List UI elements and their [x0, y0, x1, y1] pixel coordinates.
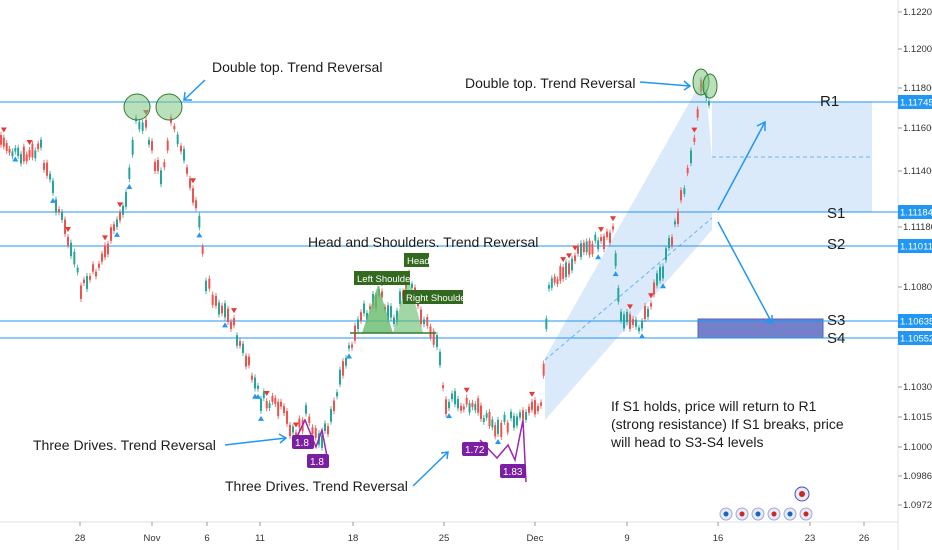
time-tick: 25: [439, 533, 450, 544]
three-drives-zigzag-2: [479, 419, 527, 483]
rising-channel: [545, 75, 712, 420]
three-drives-zigzag-1: [292, 418, 329, 463]
price-tag-text: 1.11184: [900, 208, 932, 219]
drive-tag-b2: [500, 464, 526, 478]
time-tick: 23: [805, 533, 816, 544]
price-tick: 1.11400: [903, 166, 932, 177]
level-label-r1: R1: [820, 93, 839, 110]
price-tick: 1.10000: [903, 442, 932, 453]
time-tick: 16: [713, 533, 724, 544]
right-shoulder-tag: [403, 290, 463, 304]
double-top-circle-1: [123, 93, 151, 121]
double-top-circle-4: [702, 73, 718, 99]
time-tick: 9: [624, 533, 629, 544]
level-label-s4: S4: [827, 330, 845, 347]
price-tick: 1.11600: [903, 123, 932, 134]
drive-text-b1: 1.72: [465, 445, 485, 456]
price-tag-text: 1.11011: [900, 242, 932, 253]
time-tick: 26: [859, 533, 870, 544]
note-line-1: If S1 holds, price will return to R1: [611, 398, 817, 414]
drive-text-b2: 1.83: [503, 467, 523, 478]
price-tag-text: 1.10552: [900, 334, 932, 345]
right-shoulder-text: Right Shoulder: [406, 293, 469, 304]
price-tick: 1.10150: [903, 412, 932, 423]
channel-midline: [544, 217, 713, 361]
note-line-3: will head to S3-S4 levels: [610, 434, 764, 450]
price-tick: 1.09860: [903, 471, 932, 482]
price-tag: [898, 95, 932, 109]
drive-tag-a1: [292, 435, 314, 449]
price-tick: 1.09720: [903, 500, 932, 511]
drive-tag-b1: [462, 442, 488, 456]
s3-s4-zone: [697, 318, 824, 339]
head-text: Head: [407, 256, 430, 267]
price-tag-text: 1.10635: [900, 317, 932, 328]
price-tick: 1.12000: [903, 44, 932, 55]
time-tick: Nov: [144, 533, 161, 544]
price-tag: [898, 331, 932, 345]
head-triangle: [393, 276, 423, 333]
price-tag: [898, 239, 932, 253]
drive-text-a2: 1.8: [310, 457, 324, 468]
candles: [0, 76, 710, 451]
double-top-label-1: Double top. Trend Reversal: [212, 59, 382, 75]
left-shoulder-triangle: [362, 285, 393, 333]
time-tick: 28: [75, 533, 86, 544]
three-drives-label-1: Three Drives. Trend Reversal: [33, 437, 216, 453]
price-tag: [898, 205, 932, 219]
economic-events: [719, 486, 813, 521]
price-tick: 1.10300: [903, 382, 932, 393]
three-drives-label-2: Three Drives. Trend Reversal: [225, 478, 408, 494]
double-top-label-2: Double top. Trend Reversal: [465, 75, 635, 91]
head-shoulders-label: Head and Shoulders. Trend Reversal: [308, 234, 538, 250]
price-tick: 1.12200: [903, 7, 932, 18]
price-tick: 1.11800: [903, 83, 932, 94]
time-axis: 28 Nov 6 11 18 25 Dec 9 16 23 26: [75, 522, 870, 544]
price-tag: [898, 314, 932, 328]
levels: [0, 101, 898, 339]
price-tick: 1.11180: [903, 222, 932, 233]
price-tag-text: 1.11745: [900, 98, 932, 109]
level-label-s1: S1: [827, 205, 845, 222]
drive-text-a1: 1.8: [295, 438, 309, 449]
price-axis: 1.12200 1.12000 1.11800 1.11600 1.11400 1.111…: [898, 7, 932, 511]
drive-tag-a2: [307, 454, 329, 468]
price-tick: 1.10800: [903, 282, 932, 293]
note-line-2: (strong resistance) If S1 breaks, price: [611, 416, 844, 432]
annotation-arrows: [183, 79, 773, 487]
left-shoulder-tag: [354, 271, 410, 285]
level-label-s3: S3: [827, 312, 845, 329]
level-label-s2: S2: [827, 236, 845, 253]
time-tick: 6: [204, 533, 209, 544]
double-top-circle-2: [155, 93, 183, 121]
left-shoulder-text: Left Shoulder: [357, 274, 414, 285]
time-tick: Dec: [527, 533, 544, 544]
time-tick: 11: [255, 533, 265, 544]
head-tag: [404, 253, 429, 267]
price-tags: 1.11745 1.11184 1.11011 1.10635 1.10552: [898, 95, 932, 345]
time-tick: 18: [348, 533, 359, 544]
